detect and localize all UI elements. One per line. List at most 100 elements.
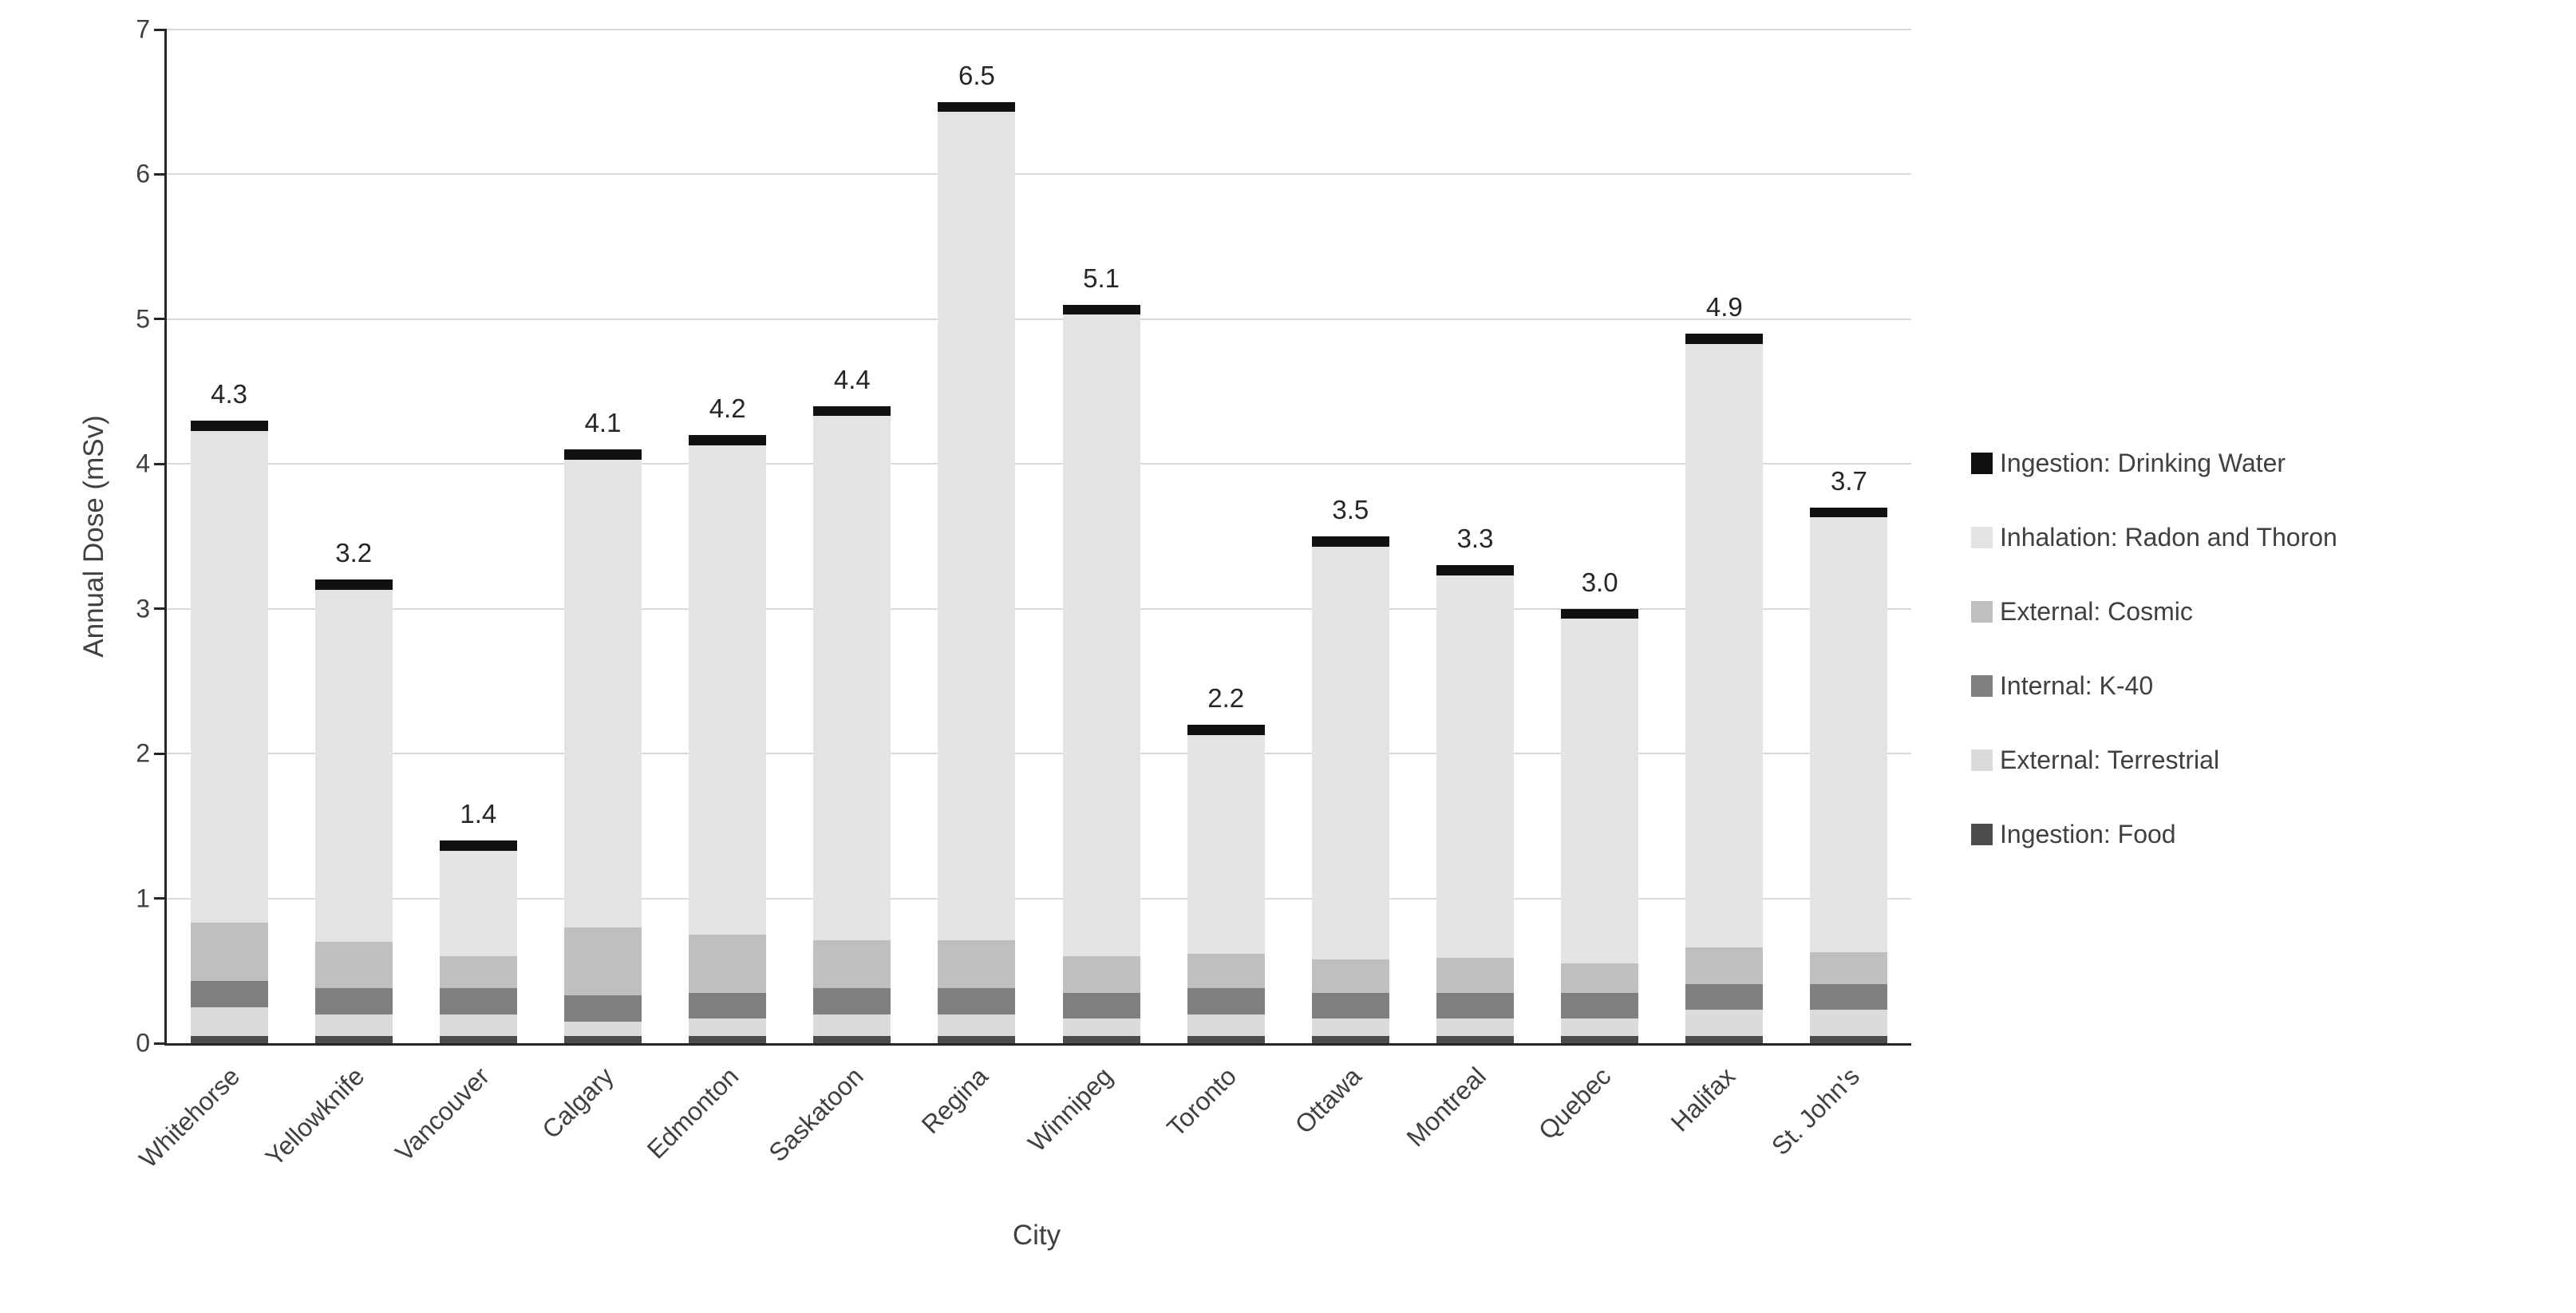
legend-item: External: Cosmic (1971, 597, 2337, 627)
y-tick-label: 7 (136, 14, 150, 44)
bar-quebec (1561, 30, 1639, 1043)
bar-segment (1810, 1010, 1888, 1036)
legend-swatch (1971, 824, 1993, 845)
bar-segment (1436, 1035, 1514, 1043)
x-axis-label: Saskatoon (762, 1062, 869, 1168)
bar-segment (813, 416, 891, 941)
bar-segment (564, 995, 642, 1022)
bar-segment (1311, 992, 1389, 1019)
bar-segment (1561, 963, 1639, 993)
legend-swatch (1971, 601, 1993, 623)
legend-label: Internal: K-40 (2000, 671, 2154, 700)
bar-edmonton (689, 30, 767, 1043)
x-axis-label: Montreal (1401, 1062, 1491, 1153)
x-axis-label: Edmonton (641, 1062, 745, 1165)
bar-segment (564, 449, 642, 460)
y-tick-label: 5 (136, 304, 150, 334)
gridline (167, 897, 1911, 900)
bar-segment (1187, 1014, 1265, 1036)
y-axis-tick-labels: 0 1 2 3 4 5 6 7 (0, 0, 150, 1313)
bar-segment (1311, 546, 1389, 959)
bar-segment (439, 1014, 517, 1036)
legend-item: Inhalation: Radon and Thoron (1971, 523, 2337, 552)
x-axis-label: Vancouver (389, 1062, 495, 1167)
bar-segment (314, 1014, 393, 1036)
bar-halifax (1685, 30, 1764, 1043)
bar-segment (1685, 1010, 1764, 1036)
bar-total-labels: 4.3 3.2 1.4 4.1 4.2 4.4 6.5 5.1 2.2 3.5 3.3 3.0 4.9 3… (167, 30, 1911, 1043)
gridlines (154, 28, 1911, 1045)
bar-segment (813, 988, 891, 1014)
bar-calgary (564, 30, 642, 1043)
legend-label: External: Cosmic (2000, 597, 2193, 626)
x-axis-label: Halifax (1665, 1062, 1741, 1137)
bars-layer (167, 30, 1911, 1043)
legend-swatch (1971, 527, 1993, 548)
bar-segment (1810, 517, 1888, 952)
y-tick-mark (154, 752, 167, 755)
x-axis-label: Calgary (536, 1062, 619, 1145)
bar-total-label: 1.4 (460, 799, 497, 829)
bar-segment (689, 992, 767, 1019)
y-tick-mark (154, 172, 167, 176)
bar-total-label: 4.3 (211, 378, 247, 409)
bar-segment (190, 420, 268, 431)
bar-segment (1561, 992, 1639, 1019)
y-tick-mark (154, 28, 167, 31)
bar-segment (190, 1035, 268, 1043)
bar-segment (439, 840, 517, 851)
bar-segment (1187, 734, 1265, 954)
bar-regina (938, 30, 1016, 1043)
bar-total-label: 4.9 (1705, 292, 1743, 322)
bar-segment (1436, 1018, 1514, 1036)
legend-item: Ingestion: Drinking Water (1971, 449, 2337, 478)
bar-segment (813, 405, 891, 417)
y-tick-label: 0 (136, 1028, 150, 1058)
gridline (167, 607, 1911, 610)
y-tick-label: 6 (136, 159, 150, 188)
y-tick-mark (154, 1042, 167, 1045)
chart-legend: Ingestion: Drinking Water Inhalation: Rad… (1971, 449, 2337, 849)
bar-segment (564, 927, 642, 996)
bar-segment (938, 101, 1016, 113)
bar-segment (813, 1014, 891, 1036)
bar-segment (314, 988, 393, 1014)
bar-segment (1436, 575, 1514, 958)
bar-segment (938, 112, 1016, 941)
bar-segment (938, 940, 1016, 989)
bar-segment (1311, 1018, 1389, 1036)
bar-segment (1311, 536, 1389, 547)
x-axis-label: Ottawa (1289, 1062, 1367, 1140)
bar-segment (1810, 951, 1888, 984)
legend-label: External: Terrestrial (2000, 745, 2220, 774)
bar-total-label: 6.5 (958, 60, 995, 90)
bar-segment (1561, 608, 1639, 619)
legend-label: Inhalation: Radon and Thoron (2000, 523, 2337, 552)
bar-winnipeg (1062, 30, 1140, 1043)
bar-segment (689, 1018, 767, 1036)
bar-segment (1187, 953, 1265, 989)
bar-segment (564, 459, 642, 927)
bar-ottawa (1311, 30, 1389, 1043)
bar-segment (1187, 988, 1265, 1014)
bar-segment (439, 850, 517, 957)
bar-yellowknife (314, 30, 393, 1043)
gridline (167, 173, 1911, 176)
bar-segment (938, 988, 1016, 1014)
bar-montreal (1436, 30, 1514, 1043)
legend-label: Ingestion: Drinking Water (2000, 449, 2286, 477)
bar-segment (190, 430, 268, 923)
bar-segment (1685, 947, 1764, 984)
legend-item: Ingestion: Food (1971, 820, 2337, 849)
bar-segment (1685, 1035, 1764, 1043)
bar-segment (314, 1035, 393, 1043)
bar-segment (1062, 1018, 1140, 1036)
bar-segment (1436, 957, 1514, 993)
bar-segment (314, 590, 393, 942)
bar-total-label: 3.2 (335, 538, 373, 568)
bar-segment (813, 1035, 891, 1043)
x-axis-label: Whitehorse (133, 1062, 246, 1173)
bar-segment (439, 956, 517, 989)
bar-segment (1561, 619, 1639, 964)
bar-saskatoon (813, 30, 891, 1043)
